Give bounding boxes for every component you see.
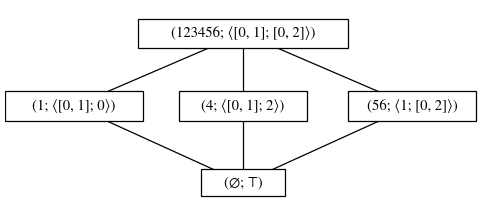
FancyBboxPatch shape xyxy=(138,19,348,48)
Text: (∅; ⊤): (∅; ⊤) xyxy=(224,176,262,190)
FancyBboxPatch shape xyxy=(348,91,476,121)
Text: (1; ⟨[0, 1]; 0⟩): (1; ⟨[0, 1]; 0⟩) xyxy=(32,99,116,113)
FancyBboxPatch shape xyxy=(179,91,307,121)
Text: (123456; ⟨[0, 1]; [0, 2]⟩): (123456; ⟨[0, 1]; [0, 2]⟩) xyxy=(171,26,315,40)
FancyBboxPatch shape xyxy=(201,169,285,196)
Text: (4; ⟨[0, 1]; 2⟩): (4; ⟨[0, 1]; 2⟩) xyxy=(201,99,285,113)
FancyBboxPatch shape xyxy=(5,91,143,121)
Text: (56; ⟨1; [0, 2]⟩): (56; ⟨1; [0, 2]⟩) xyxy=(367,99,457,113)
